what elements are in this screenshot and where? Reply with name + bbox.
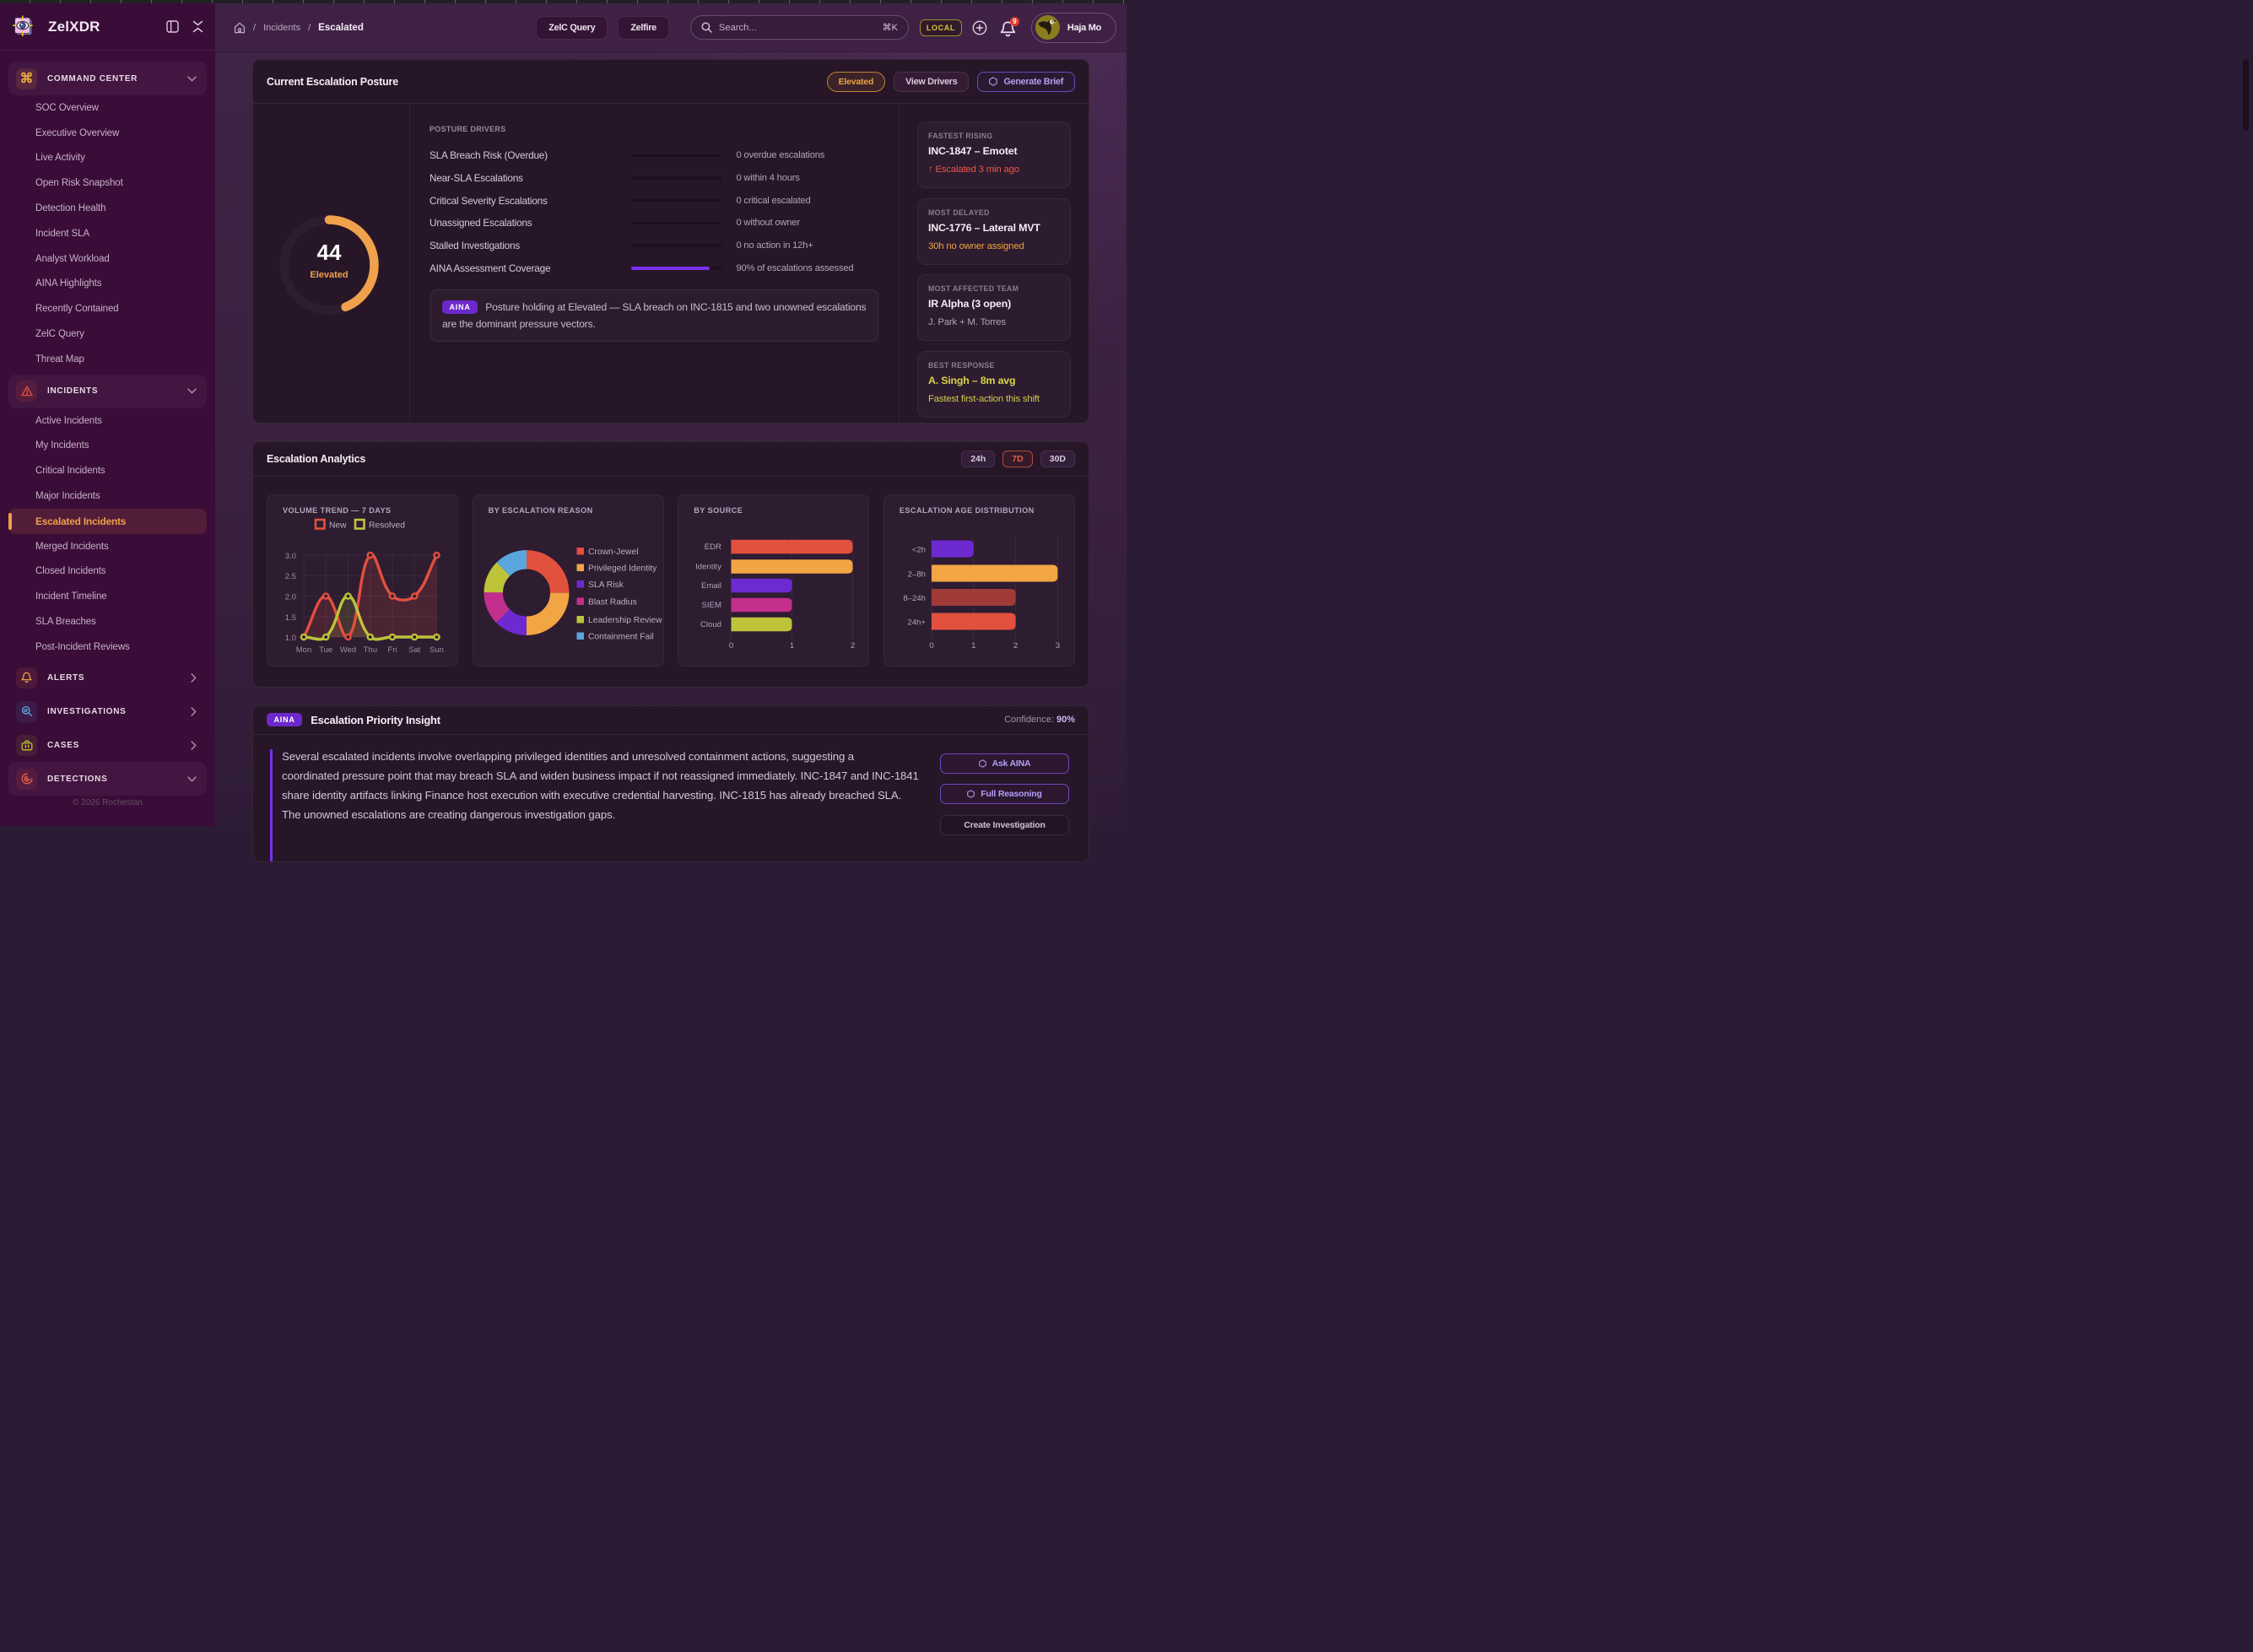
svg-text:Privileged Identity: Privileged Identity: [588, 564, 657, 574]
svg-text:0: 0: [929, 641, 933, 651]
svg-text:2.0: 2.0: [285, 593, 296, 602]
svg-text:24h+: 24h+: [907, 618, 926, 628]
svg-text:0: 0: [729, 641, 733, 651]
svg-text:SIEM: SIEM: [702, 601, 721, 610]
svg-text:Tue: Tue: [319, 645, 332, 655]
svg-text:Identity: Identity: [695, 563, 721, 572]
svg-text:Resolved: Resolved: [369, 521, 405, 531]
svg-text:Sat: Sat: [408, 645, 421, 655]
svg-text:<2h: <2h: [912, 546, 926, 555]
svg-text:Email: Email: [701, 581, 721, 591]
svg-text:Sun: Sun: [430, 645, 444, 655]
svg-text:Thu: Thu: [364, 645, 377, 655]
svg-text:EDR: EDR: [705, 543, 721, 552]
svg-text:3: 3: [1056, 641, 1060, 651]
svg-text:8–24h: 8–24h: [903, 594, 926, 603]
svg-text:New: New: [329, 521, 347, 531]
svg-text:Leadership Review: Leadership Review: [588, 616, 662, 625]
svg-text:1.5: 1.5: [285, 613, 296, 623]
svg-text:2: 2: [851, 641, 855, 651]
svg-text:2–8h: 2–8h: [908, 570, 926, 580]
svg-text:Containment Fail: Containment Fail: [588, 633, 654, 642]
svg-text:Cloud: Cloud: [700, 620, 721, 629]
svg-text:Mon: Mon: [296, 645, 311, 655]
svg-text:1: 1: [790, 641, 794, 651]
svg-text:Wed: Wed: [340, 645, 356, 655]
svg-text:Blast Radius: Blast Radius: [588, 598, 637, 607]
svg-text:1: 1: [971, 641, 975, 651]
svg-text:2.5: 2.5: [285, 572, 296, 581]
svg-text:SLA Risk: SLA Risk: [588, 580, 624, 590]
svg-text:1.0: 1.0: [285, 634, 296, 643]
svg-text:Crown-Jewel: Crown-Jewel: [588, 548, 639, 557]
svg-text:Fri: Fri: [387, 645, 397, 655]
svg-text:3.0: 3.0: [285, 552, 296, 561]
svg-text:2: 2: [1013, 641, 1018, 651]
